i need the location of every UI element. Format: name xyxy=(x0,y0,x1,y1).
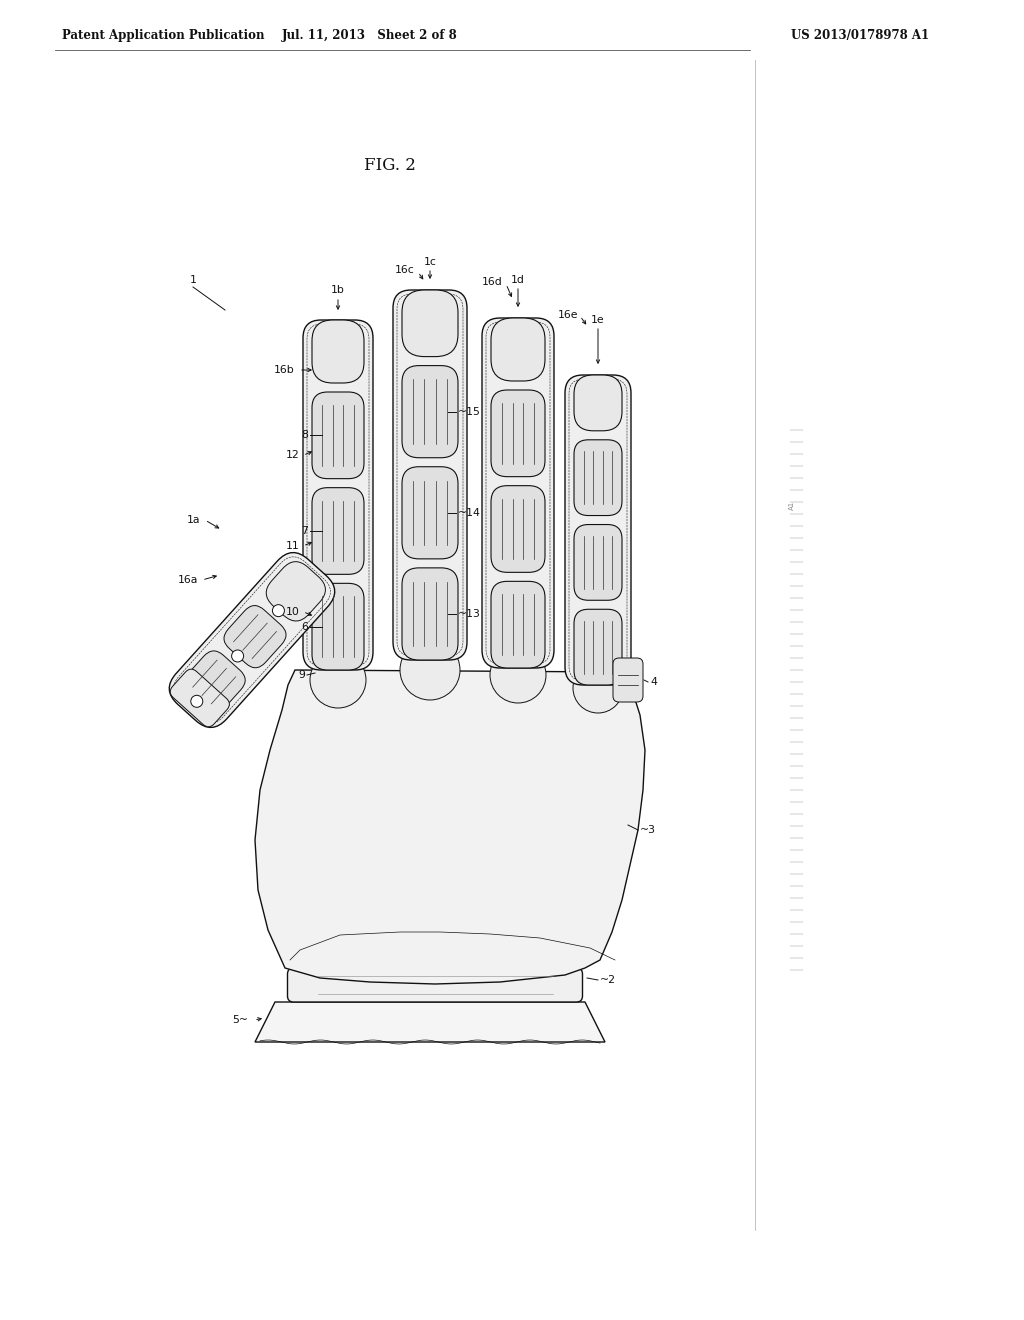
Circle shape xyxy=(190,696,203,708)
FancyBboxPatch shape xyxy=(170,669,229,727)
FancyBboxPatch shape xyxy=(490,486,545,573)
FancyBboxPatch shape xyxy=(574,440,622,516)
Text: ~3: ~3 xyxy=(640,825,656,836)
Circle shape xyxy=(490,647,546,704)
Text: 7: 7 xyxy=(301,525,308,536)
Text: 1a: 1a xyxy=(186,515,200,525)
Circle shape xyxy=(231,649,244,661)
Text: ~13: ~13 xyxy=(458,609,481,619)
FancyBboxPatch shape xyxy=(393,290,467,660)
FancyBboxPatch shape xyxy=(312,392,364,479)
Text: 1: 1 xyxy=(189,275,197,285)
FancyBboxPatch shape xyxy=(402,290,458,356)
Circle shape xyxy=(573,663,623,713)
Text: 1c: 1c xyxy=(424,257,436,267)
Circle shape xyxy=(310,652,366,708)
Text: 16a: 16a xyxy=(177,576,198,585)
Circle shape xyxy=(272,605,285,616)
Text: 8: 8 xyxy=(301,430,308,441)
FancyBboxPatch shape xyxy=(490,318,545,381)
Polygon shape xyxy=(255,671,645,983)
FancyBboxPatch shape xyxy=(613,657,643,702)
FancyBboxPatch shape xyxy=(312,319,364,383)
Text: 4: 4 xyxy=(650,677,656,686)
Text: ~2: ~2 xyxy=(600,975,616,985)
Text: 5~: 5~ xyxy=(232,1015,248,1026)
Text: ~15: ~15 xyxy=(458,407,481,417)
Text: 10: 10 xyxy=(286,607,300,616)
FancyBboxPatch shape xyxy=(303,319,373,671)
Text: 16e: 16e xyxy=(557,310,578,319)
Text: 16b: 16b xyxy=(274,366,295,375)
Text: FIG. 2: FIG. 2 xyxy=(365,157,416,173)
Text: ~14: ~14 xyxy=(458,508,481,517)
Text: 6: 6 xyxy=(301,622,308,632)
FancyBboxPatch shape xyxy=(224,606,286,668)
FancyBboxPatch shape xyxy=(482,318,554,668)
Text: 1e: 1e xyxy=(591,315,605,325)
FancyBboxPatch shape xyxy=(312,487,364,574)
Text: 16d: 16d xyxy=(482,277,503,286)
FancyBboxPatch shape xyxy=(490,389,545,477)
FancyBboxPatch shape xyxy=(574,375,622,430)
Text: 9: 9 xyxy=(298,671,305,680)
FancyBboxPatch shape xyxy=(169,553,335,727)
Text: A1: A1 xyxy=(790,500,795,510)
FancyBboxPatch shape xyxy=(266,561,326,620)
FancyBboxPatch shape xyxy=(312,583,364,671)
Text: 11: 11 xyxy=(287,541,300,550)
FancyBboxPatch shape xyxy=(574,610,622,685)
Text: 1b: 1b xyxy=(331,285,345,294)
FancyBboxPatch shape xyxy=(490,581,545,668)
FancyBboxPatch shape xyxy=(402,366,458,458)
Text: Patent Application Publication: Patent Application Publication xyxy=(62,29,264,41)
FancyBboxPatch shape xyxy=(574,524,622,601)
Circle shape xyxy=(400,640,460,700)
FancyBboxPatch shape xyxy=(402,568,458,660)
Text: 12: 12 xyxy=(287,450,300,461)
FancyBboxPatch shape xyxy=(402,467,458,558)
Text: 16c: 16c xyxy=(395,265,415,275)
FancyBboxPatch shape xyxy=(183,651,245,713)
Polygon shape xyxy=(255,1002,605,1041)
Text: Jul. 11, 2013   Sheet 2 of 8: Jul. 11, 2013 Sheet 2 of 8 xyxy=(283,29,458,41)
FancyBboxPatch shape xyxy=(288,968,583,1002)
Text: 1d: 1d xyxy=(511,275,525,285)
Text: US 2013/0178978 A1: US 2013/0178978 A1 xyxy=(791,29,929,41)
FancyBboxPatch shape xyxy=(565,375,631,685)
